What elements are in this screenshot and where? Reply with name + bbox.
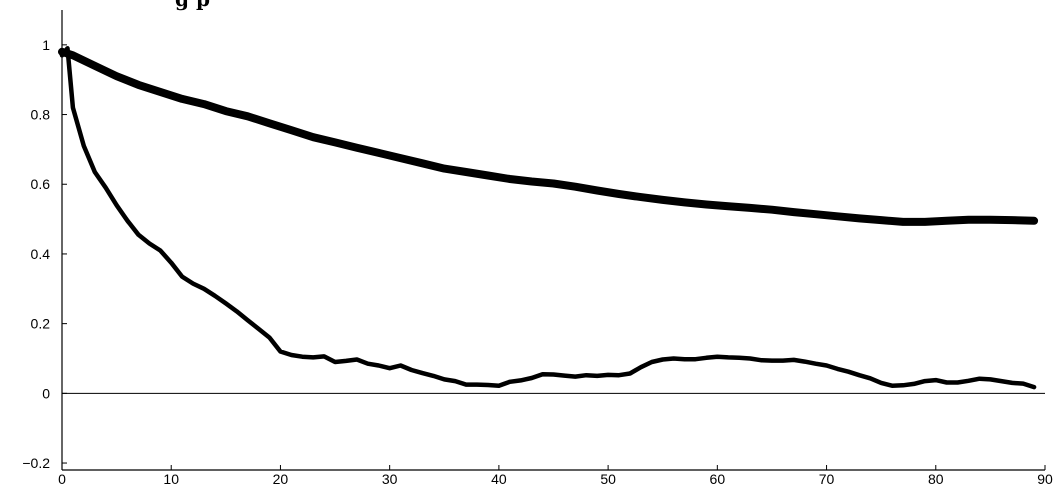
series-layer [58,46,1039,390]
x-tick-label: 50 [600,471,616,486]
x-tick-label: 70 [819,471,835,486]
series-line-thick [58,47,1039,226]
x-tick-label: 40 [491,471,507,486]
x-tick-label: 10 [163,471,179,486]
x-tick-label: 90 [1037,471,1053,486]
x-tick-label: 20 [273,471,289,486]
y-tick-label: −0.2 [22,455,50,471]
y-tick-label: 0.6 [31,176,51,192]
chart-title-partial: g p [175,0,210,11]
y-tick-label: 0.8 [31,107,51,123]
y-tick-label: 1 [42,37,50,53]
x-tick-label: 60 [710,471,726,486]
y-tick-label: 0.4 [31,246,51,262]
series-line-thin [59,46,1037,390]
y-tick-label: 0 [42,385,50,401]
x-tick-label: 0 [58,471,66,486]
x-tick-label: 80 [928,471,944,486]
axes: 0 10 20 30 40 50 60 70 80 90 −0.2 0 0.2 0.4 0.6 0.8 1 [22,10,1053,486]
x-tick-label: 30 [382,471,398,486]
y-tick-label: 0.2 [31,316,51,332]
